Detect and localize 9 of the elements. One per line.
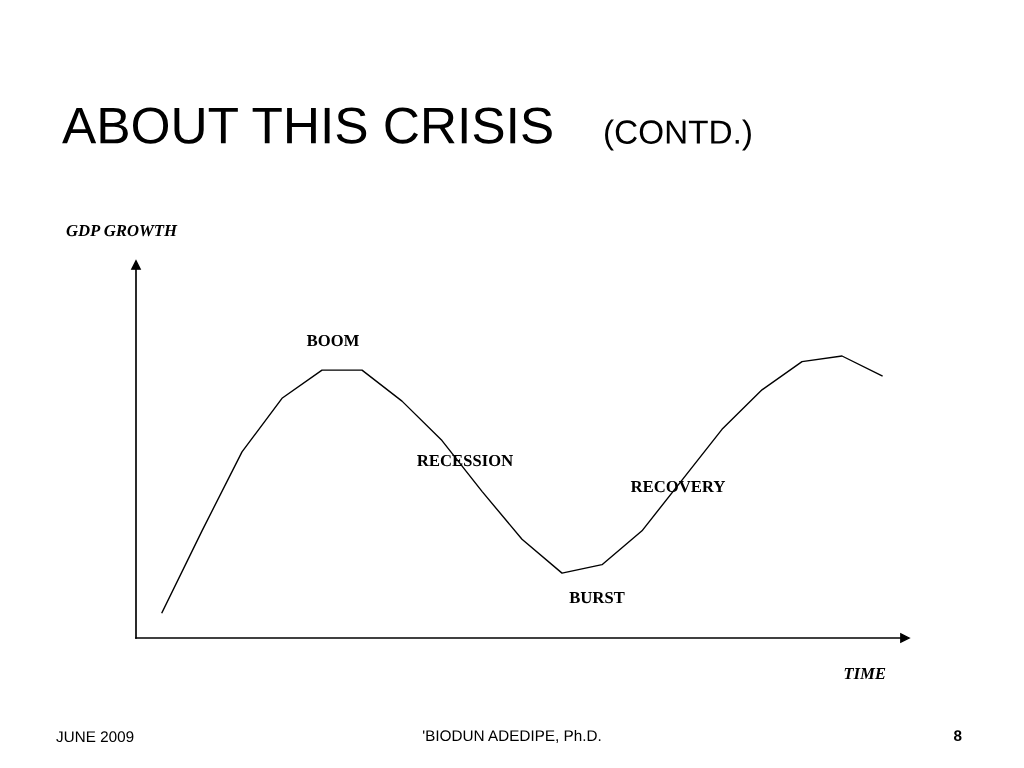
annotation: BURST [569, 591, 625, 604]
text: 8 [953, 730, 962, 742]
text: BOOM [306, 334, 359, 347]
chart-title: ABOUT THIS CRISIS [62, 107, 552, 144]
x-axis-title: TIME [844, 668, 886, 680]
text: JUNE 2009 [56, 731, 134, 743]
text: 'BIODUN ADEDIPE, Ph.D. [423, 729, 601, 743]
text: GDP GROWTH [66, 224, 178, 237]
chart-subtitle: (CONTD.) [605, 119, 751, 151]
